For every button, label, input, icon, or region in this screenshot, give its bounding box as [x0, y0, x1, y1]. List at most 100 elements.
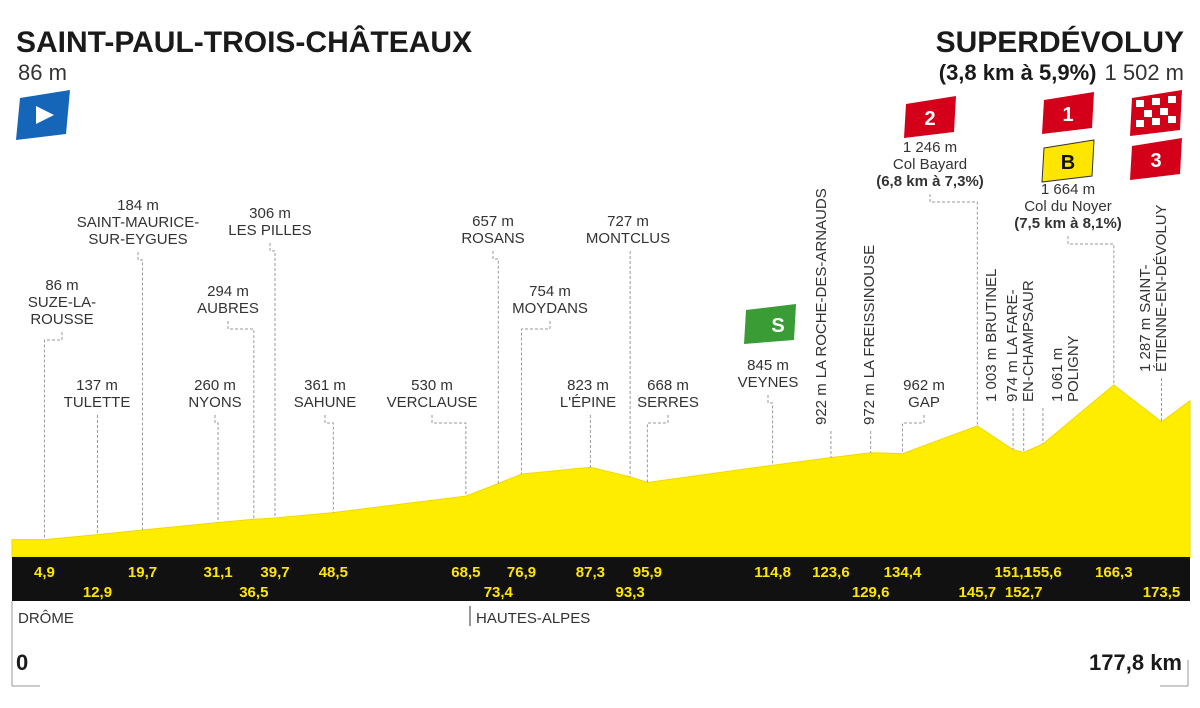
- waypoint-label: 823 m L'ÉPINE: [560, 377, 616, 411]
- waypoint-name: SAINT-MAURICE-: [77, 214, 200, 231]
- km-label: 12,9: [83, 584, 112, 601]
- km-label: 68,5: [451, 564, 480, 581]
- climb-category: 1: [1062, 104, 1073, 126]
- waypoint-altitude: 306 m: [249, 205, 291, 222]
- waypoint-label: 1 246 m Col Bayard (6,8 km à 7,3%): [876, 139, 984, 190]
- waypoint-altitude: 727 m: [607, 213, 649, 230]
- waypoint-name: AUBRES: [197, 300, 259, 317]
- finish-altitude: 1 502 m: [1105, 60, 1185, 85]
- km-label: 87,3: [576, 564, 605, 581]
- waypoint-label: 962 m GAP: [903, 377, 945, 411]
- km-label: 134,4: [884, 564, 922, 581]
- waypoint-name: LA FREISSINOUSE: [861, 245, 878, 378]
- waypoint-name: SAINT-: [1137, 264, 1154, 312]
- leader-line: [214, 415, 219, 523]
- km-label: 166,3: [1095, 564, 1133, 581]
- km-label: 123,6: [812, 564, 850, 581]
- waypoint-name: NYONS: [188, 394, 241, 411]
- waypoint-name: ROSANS: [461, 230, 524, 247]
- waypoint-altitude: 184 m: [117, 197, 159, 214]
- finish-km: 177,8 km: [1089, 650, 1182, 675]
- waypoint-label: 530 m VERCLAUSE: [387, 377, 478, 411]
- waypoint-altitude: 86 m: [45, 277, 78, 294]
- waypoint-altitude: 361 m: [304, 377, 346, 394]
- waypoint-name: SUZE-LA-: [28, 294, 96, 311]
- km-label: 4,9: [34, 564, 55, 581]
- km-label: 152,7: [1005, 584, 1043, 601]
- waypoint-altitude: 668 m: [647, 377, 689, 394]
- profile-area: [11, 384, 1191, 558]
- waypoint-altitude: 1 061 m: [1049, 348, 1066, 402]
- waypoint-altitude: 823 m: [567, 377, 609, 394]
- waypoint-label: 974 m LA FARE-EN-CHAMPSAUR: [1004, 280, 1037, 402]
- waypoint-name: LA FARE-: [1004, 289, 1021, 355]
- waypoint-label: 86 m SUZE-LA-ROUSSE: [28, 277, 96, 328]
- km-band: [12, 557, 1190, 601]
- km-label: 73,4: [484, 584, 514, 601]
- leader-line: [929, 194, 978, 426]
- climb-category: 2: [924, 108, 935, 130]
- km-label: 39,7: [260, 564, 289, 581]
- finish-flag: [1130, 90, 1182, 136]
- waypoint-name: ÉTIENNE-EN-DÉVOLUY: [1153, 204, 1170, 372]
- start-name: SAINT-PAUL-TROIS-CHÂTEAUX: [16, 25, 472, 59]
- waypoint-altitude: 294 m: [207, 283, 249, 300]
- waypoint-label: 361 m SAHUNE: [294, 377, 357, 411]
- start-km: 0: [16, 650, 28, 675]
- km-label: 95,9: [633, 564, 662, 581]
- waypoint-label: 306 m LES PILLES: [228, 205, 311, 239]
- waypoint-altitude: 1 003 m: [983, 348, 1000, 402]
- finish-climb: (3,8 km à 5,9%): [939, 60, 1097, 85]
- km-label: 173,5: [1143, 584, 1181, 601]
- leader-line: [431, 415, 467, 497]
- climb-category-flag: [904, 96, 956, 138]
- leader-line: [767, 395, 774, 466]
- waypoint-label: 1 664 m Col du Noyer (7,5 km à 8,1%): [1014, 181, 1122, 232]
- waypoint-name: L'ÉPINE: [560, 394, 616, 411]
- waypoint-altitude: 962 m: [903, 377, 945, 394]
- finish-category-flag: [1130, 138, 1182, 180]
- waypoint-name: SERRES: [637, 394, 699, 411]
- waypoint-name: MOYDANS: [512, 300, 588, 317]
- leader-line: [324, 415, 334, 513]
- finish-name: SUPERDÉVOLUY: [936, 25, 1184, 59]
- waypoint-altitude: 1 246 m: [903, 139, 957, 156]
- km-label: 31,1: [203, 564, 232, 581]
- km-label: 145,7: [959, 584, 997, 601]
- waypoint-name: BRUTINEL: [983, 269, 1000, 343]
- waypoint-altitude: 260 m: [194, 377, 236, 394]
- waypoint-label: 1 003 m BRUTINEL: [983, 269, 1000, 402]
- leader-line: [492, 251, 499, 484]
- sprint-icon: [744, 304, 796, 344]
- waypoint-name: ROUSSE: [30, 311, 93, 328]
- waypoint-altitude: 922 m: [813, 383, 830, 425]
- km-label: 93,3: [616, 584, 645, 601]
- waypoint-label: 972 m LA FREISSINOUSE: [861, 245, 878, 425]
- leader-line: [646, 415, 669, 483]
- waypoint-altitude: 1 287 m: [1137, 318, 1154, 372]
- waypoint-label: 922 m LA ROCHE-DES-ARNAUDS: [813, 188, 830, 425]
- profile: [11, 384, 1191, 558]
- km-label: 76,9: [507, 564, 536, 581]
- km-label: 19,7: [128, 564, 157, 581]
- leader-line: [269, 243, 276, 519]
- waypoint-name: Col Bayard: [893, 156, 967, 173]
- km-label: 114,8: [754, 564, 791, 581]
- waypoint-label: 260 m NYONS: [188, 377, 241, 411]
- bonus-flag: [1041, 139, 1095, 183]
- finish-info: (3,8 km à 5,9%) 1 502 m: [939, 60, 1184, 85]
- waypoint-label: 184 m SAINT-MAURICE-SUR-EYGUES: [77, 197, 200, 248]
- waypoint-altitude: 754 m: [529, 283, 571, 300]
- waypoint-name: POLIGNY: [1065, 335, 1082, 402]
- km-label: 155,6: [1024, 564, 1062, 581]
- leader-line: [1067, 236, 1115, 385]
- waypoint-name: TULETTE: [64, 394, 131, 411]
- climb-category-flag: [1042, 92, 1094, 134]
- waypoint-name: SAHUNE: [294, 394, 357, 411]
- waypoint-label: 845 m VEYNES: [738, 357, 799, 391]
- waypoint-label: 657 m ROSANS: [461, 213, 524, 247]
- leader-line: [520, 321, 551, 475]
- waypoint-altitude: 972 m: [861, 383, 878, 425]
- waypoint-label: 727 m MONTCLUS: [586, 213, 670, 247]
